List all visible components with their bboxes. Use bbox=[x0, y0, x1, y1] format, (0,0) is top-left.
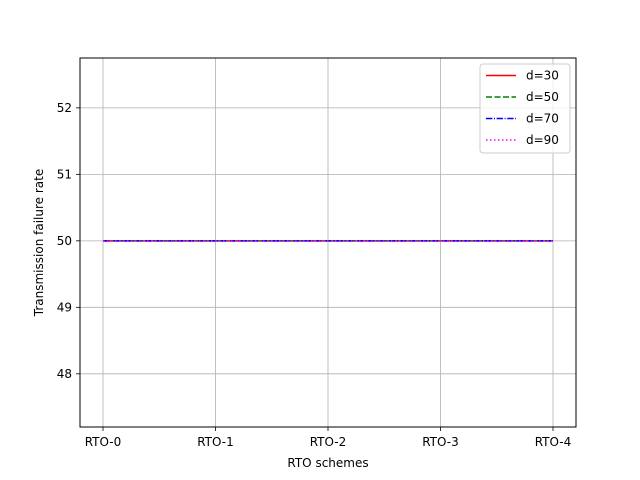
y-tick-label: 52 bbox=[57, 101, 72, 115]
y-tick-label: 49 bbox=[57, 300, 72, 314]
legend-label: d=30 bbox=[526, 69, 559, 83]
y-tick-label: 48 bbox=[57, 367, 72, 381]
y-axis-label: Transmission failure rate bbox=[32, 169, 46, 317]
legend: d=30 d=50 d=70 d=90 bbox=[479, 63, 571, 154]
legend-box bbox=[479, 63, 571, 154]
x-tick-label: RTO-2 bbox=[310, 435, 347, 449]
x-tick-label: RTO-1 bbox=[197, 435, 234, 449]
x-axis-label: RTO schemes bbox=[287, 456, 368, 470]
x-tick-label: RTO-4 bbox=[535, 435, 572, 449]
axis-ticks: RTO-0 RTO-1 RTO-2 RTO-3 RTO-4 48 49 50 51 52 bbox=[57, 101, 572, 449]
legend-label: d=70 bbox=[526, 112, 559, 126]
legend-label: d=50 bbox=[526, 90, 559, 104]
legend-label: d=90 bbox=[526, 133, 559, 147]
y-tick-label: 50 bbox=[57, 234, 72, 248]
x-tick-label: RTO-0 bbox=[85, 435, 122, 449]
x-tick-label: RTO-3 bbox=[422, 435, 459, 449]
y-tick-label: 51 bbox=[57, 167, 72, 181]
